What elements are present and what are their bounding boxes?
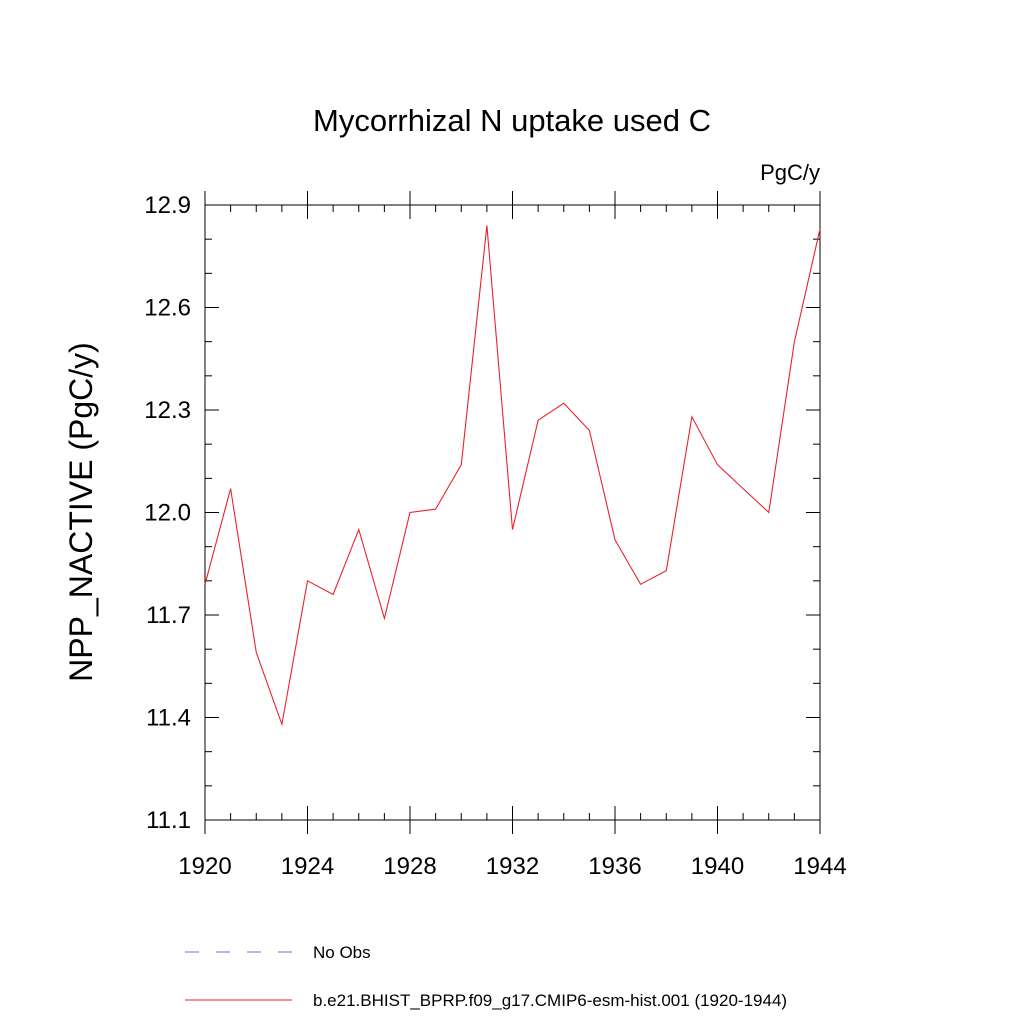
y-tick-label: 11.1 bbox=[146, 807, 191, 834]
y-tick-label: 11.7 bbox=[146, 602, 191, 629]
y-tick-label: 12.3 bbox=[144, 397, 191, 424]
y-axis-label: NPP_NACTIVE (PgC/y) bbox=[63, 342, 99, 682]
data-point bbox=[640, 584, 641, 585]
data-point bbox=[614, 539, 615, 540]
plot-axes: 12.9 12.6 12.3 12.0 11.7 11.4 11.1 1920 1924 1928… bbox=[144, 191, 847, 880]
data-point bbox=[435, 508, 436, 509]
data-point bbox=[666, 570, 667, 571]
y-tick-label: 12.0 bbox=[144, 500, 191, 527]
data-point bbox=[307, 580, 308, 581]
data-point bbox=[538, 420, 539, 421]
data-point bbox=[768, 512, 769, 513]
data-point bbox=[717, 464, 718, 465]
units-label: PgC/y bbox=[760, 160, 820, 185]
data-point bbox=[256, 652, 257, 653]
x-tick-label: 1924 bbox=[281, 853, 334, 880]
legend-label: No Obs bbox=[313, 943, 371, 962]
data-point bbox=[384, 618, 385, 619]
plot-frame bbox=[204, 204, 821, 821]
data-point bbox=[230, 488, 231, 489]
data-point bbox=[461, 464, 462, 465]
chart-title: Mycorrhizal N uptake used C bbox=[313, 103, 711, 138]
x-tick-label: 1940 bbox=[691, 853, 744, 880]
x-tick-label: 1932 bbox=[486, 853, 539, 880]
data-point bbox=[512, 529, 513, 530]
data-point bbox=[794, 341, 795, 342]
series-line bbox=[204, 225, 821, 727]
y-tick-label: 12.9 bbox=[144, 192, 191, 219]
data-point bbox=[486, 225, 487, 226]
y-tick-label: 12.6 bbox=[144, 295, 191, 322]
data-point bbox=[204, 584, 205, 585]
data-point bbox=[333, 594, 334, 595]
data-point bbox=[281, 724, 282, 725]
y-tick-label: 11.4 bbox=[146, 705, 191, 732]
x-tick-label: 1944 bbox=[793, 853, 846, 880]
legend-label: b.e21.BHIST_BPRP.f09_g17.CMIP6-esm-hist.… bbox=[313, 991, 787, 1010]
series-layer bbox=[204, 225, 821, 727]
data-point bbox=[358, 529, 359, 530]
x-tick-label: 1920 bbox=[178, 853, 231, 880]
data-point bbox=[691, 416, 692, 417]
data-point bbox=[743, 488, 744, 489]
data-point bbox=[409, 512, 410, 513]
data-point bbox=[563, 403, 564, 404]
x-tick-label: 1928 bbox=[383, 853, 436, 880]
legend: No Obs b.e21.BHIST_BPRP.f09_g17.CMIP6-esm… bbox=[185, 943, 787, 1010]
data-point bbox=[589, 430, 590, 431]
x-tick-label: 1936 bbox=[588, 853, 641, 880]
data-point bbox=[819, 228, 820, 229]
